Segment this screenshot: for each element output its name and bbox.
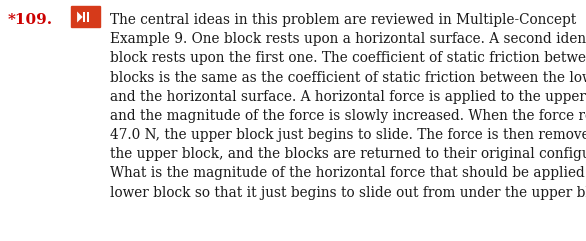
FancyBboxPatch shape bbox=[71, 6, 101, 28]
Text: *109.: *109. bbox=[8, 13, 53, 27]
Text: The central ideas in this problem are reviewed in Multiple-Concept
Example 9. On: The central ideas in this problem are re… bbox=[110, 13, 586, 200]
Polygon shape bbox=[77, 12, 83, 22]
FancyBboxPatch shape bbox=[83, 12, 86, 22]
FancyBboxPatch shape bbox=[87, 12, 89, 22]
